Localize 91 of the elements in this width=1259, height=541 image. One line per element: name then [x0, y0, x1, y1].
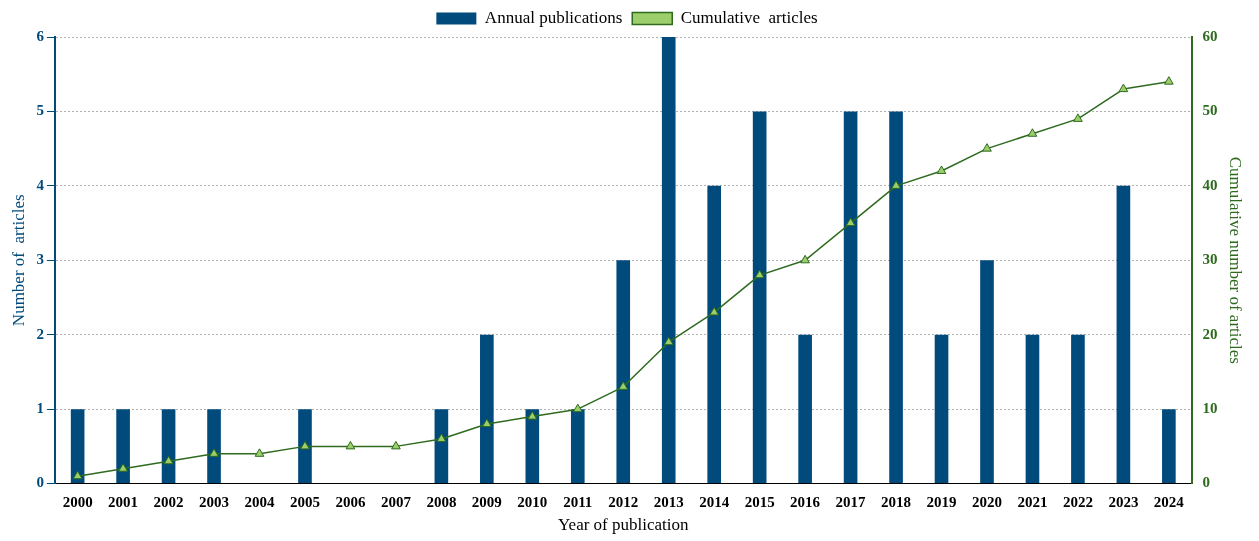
point — [436, 433, 447, 442]
point — [527, 411, 538, 420]
point — [982, 143, 992, 152]
x-tick-label: 2008 — [426, 494, 457, 511]
y-tick-label: 4 — [36, 176, 45, 193]
y-tick-label: 3 — [36, 251, 44, 268]
point — [936, 165, 947, 174]
bar — [1071, 334, 1085, 484]
y-tick-label: 2 — [36, 325, 44, 342]
x-tick-label: 2001 — [108, 494, 139, 511]
x-tick-label: 2023 — [1108, 494, 1139, 511]
y-axis-title: Number of articles — [8, 194, 28, 327]
y2-axis-title: Cumulative number of articles — [1226, 156, 1246, 364]
bar — [1025, 334, 1040, 484]
x-tick-label: 2006 — [335, 494, 366, 511]
y-tick-label: 5 — [36, 102, 44, 119]
bar — [525, 409, 540, 484]
y2-tick-label: 40 — [1202, 176, 1218, 193]
legend-label: Cumulative articles — [680, 7, 818, 27]
bar — [480, 334, 494, 484]
bar — [752, 111, 767, 484]
x-tick-label: 2011 — [563, 494, 593, 511]
bar — [116, 409, 130, 484]
bar — [934, 334, 949, 484]
point — [482, 418, 492, 428]
x-tick-label: 2019 — [926, 494, 957, 511]
y-tick-label: 0 — [36, 474, 44, 491]
point — [709, 306, 720, 316]
bar — [889, 111, 903, 484]
bar — [661, 37, 676, 484]
point — [663, 336, 674, 346]
point — [391, 440, 401, 450]
point — [1118, 83, 1129, 93]
bar — [707, 185, 722, 484]
x-tick-label: 2024 — [1153, 494, 1185, 511]
point — [800, 254, 810, 264]
x-tick-label: 2009 — [471, 494, 502, 511]
point — [572, 403, 583, 413]
x-tick-label: 2015 — [744, 494, 775, 511]
bar — [207, 409, 221, 484]
y2-tick-label: 60 — [1202, 27, 1218, 44]
y2-tick-label: 20 — [1202, 325, 1218, 342]
point — [618, 381, 629, 390]
bar — [798, 334, 812, 484]
bar — [1116, 185, 1131, 484]
x-tick-label: 2007 — [380, 494, 412, 511]
point — [845, 217, 856, 227]
bar — [1162, 409, 1176, 484]
point — [118, 463, 128, 472]
x-tick-label: 2022 — [1062, 494, 1093, 511]
point — [891, 180, 901, 189]
bar — [70, 409, 85, 484]
x-axis-title: Year of publication — [558, 515, 689, 535]
x-tick-label: 2018 — [881, 494, 912, 511]
point — [1027, 128, 1038, 137]
point — [754, 269, 765, 279]
x-tick-label: 2017 — [835, 494, 867, 511]
x-tick-label: 2012 — [608, 494, 639, 511]
bar — [616, 260, 631, 484]
bar — [161, 409, 176, 484]
point — [254, 448, 265, 457]
x-tick-label: 2002 — [153, 494, 184, 511]
point — [345, 440, 356, 450]
y-tick-label: 1 — [36, 400, 44, 417]
x-tick-label: 2000 — [62, 494, 93, 511]
y-tick-label: 6 — [36, 27, 45, 44]
x-tick-label: 2020 — [971, 494, 1002, 511]
legend-label: Annual publications — [484, 7, 623, 27]
point — [300, 440, 310, 450]
bar — [298, 409, 312, 484]
x-tick-label: 2016 — [790, 494, 821, 511]
point — [209, 448, 219, 457]
point — [72, 470, 83, 480]
bar — [980, 260, 994, 484]
bar — [434, 409, 449, 484]
bar — [570, 409, 585, 484]
x-tick-label: 2003 — [199, 494, 230, 511]
x-tick-label: 2005 — [289, 494, 320, 511]
x-tick-label: 2010 — [517, 494, 548, 511]
x-tick-label: 2013 — [653, 494, 684, 511]
point — [1073, 113, 1083, 122]
x-tick-label: 2014 — [699, 494, 730, 511]
point — [1164, 76, 1174, 85]
y2-tick-label: 10 — [1202, 400, 1218, 417]
x-tick-label: 2021 — [1017, 494, 1048, 511]
bar — [843, 111, 858, 484]
y2-tick-label: 30 — [1202, 251, 1218, 268]
y2-tick-label: 0 — [1202, 474, 1211, 491]
x-tick-label: 2004 — [244, 494, 276, 511]
y2-tick-label: 50 — [1202, 102, 1218, 119]
point — [163, 455, 174, 465]
